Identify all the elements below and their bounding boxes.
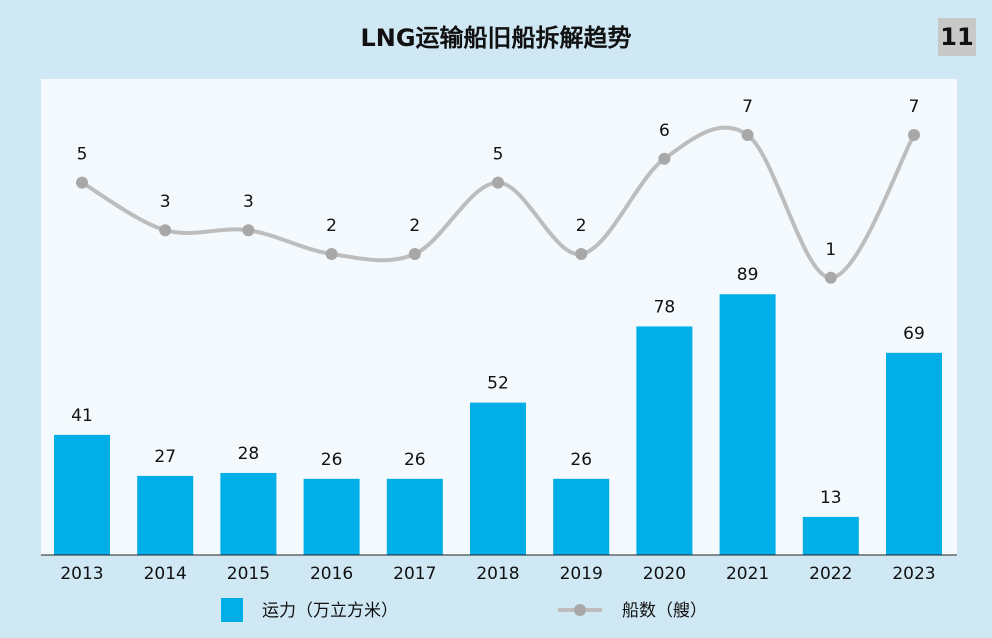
count-marker-2018 xyxy=(492,176,504,189)
x-tick-label-2019: 2019 xyxy=(560,564,603,584)
bar-value-label-2018: 52 xyxy=(487,374,509,394)
count-marker-2020 xyxy=(658,152,671,165)
bar-value-label-2023: 69 xyxy=(903,324,925,344)
bar-value-label-2014: 27 xyxy=(154,447,176,467)
x-tick-label-2017: 2017 xyxy=(393,564,436,584)
bar-2021 xyxy=(719,294,776,555)
count-value-label-2017: 2 xyxy=(409,216,420,236)
count-value-label-2015: 3 xyxy=(243,192,254,212)
count-value-label-2019: 2 xyxy=(576,216,587,236)
page-number-badge: 11 xyxy=(938,18,976,56)
x-tick-label-2013: 2013 xyxy=(60,564,103,584)
bar-value-label-2022: 13 xyxy=(820,488,842,508)
count-marker-2023 xyxy=(908,129,920,141)
bar-2023 xyxy=(886,352,942,555)
legend-bar-swatch xyxy=(221,598,243,622)
bar-value-label-2021: 89 xyxy=(737,265,759,285)
legend-line-label: 船数（艘） xyxy=(622,601,707,621)
bar-value-label-2019: 26 xyxy=(570,450,592,470)
bar-value-label-2016: 26 xyxy=(321,450,343,470)
count-marker-2022 xyxy=(824,271,837,284)
count-marker-2013 xyxy=(76,176,88,189)
x-tick-label-2016: 2016 xyxy=(310,564,353,584)
x-tick-label-2014: 2014 xyxy=(144,564,187,584)
bar-2016 xyxy=(303,478,360,555)
x-tick-label-2020: 2020 xyxy=(643,564,686,584)
bar-value-label-2020: 78 xyxy=(654,297,676,317)
count-marker-2015 xyxy=(242,224,255,237)
count-value-label-2022: 1 xyxy=(825,240,836,260)
bar-value-label-2013: 41 xyxy=(71,406,93,426)
bar-2018 xyxy=(470,402,526,555)
bar-2022 xyxy=(802,516,859,555)
count-value-label-2014: 3 xyxy=(160,192,171,212)
chart-title: LNG运输船旧船拆解趋势 xyxy=(360,24,632,52)
count-marker-2017 xyxy=(408,248,421,260)
bar-value-label-2015: 28 xyxy=(238,444,260,464)
x-tick-label-2022: 2022 xyxy=(809,564,852,584)
count-value-label-2020: 6 xyxy=(659,121,670,141)
count-marker-2014 xyxy=(159,224,172,237)
legend-line-marker xyxy=(574,604,586,616)
legend-bar-label: 运力（万立方米） xyxy=(262,601,398,621)
bar-2015 xyxy=(220,472,277,555)
count-value-label-2016: 2 xyxy=(326,216,337,236)
bar-2020 xyxy=(636,326,693,555)
x-tick-label-2023: 2023 xyxy=(892,564,935,584)
x-tick-label-2018: 2018 xyxy=(476,564,519,584)
bar-value-label-2017: 26 xyxy=(404,450,426,470)
x-tick-label-2015: 2015 xyxy=(227,564,270,584)
bar-2013 xyxy=(54,434,110,555)
bar-2017 xyxy=(386,478,443,555)
count-marker-2019 xyxy=(575,248,588,260)
count-marker-2016 xyxy=(325,248,338,260)
count-marker-2021 xyxy=(741,129,754,141)
count-value-label-2013: 5 xyxy=(77,145,88,165)
count-value-label-2018: 5 xyxy=(493,145,504,165)
bar-2019 xyxy=(553,478,610,555)
count-value-label-2023: 7 xyxy=(909,97,920,117)
x-tick-label-2021: 2021 xyxy=(726,564,769,584)
count-value-label-2021: 7 xyxy=(742,97,753,117)
bar-2014 xyxy=(137,475,194,555)
